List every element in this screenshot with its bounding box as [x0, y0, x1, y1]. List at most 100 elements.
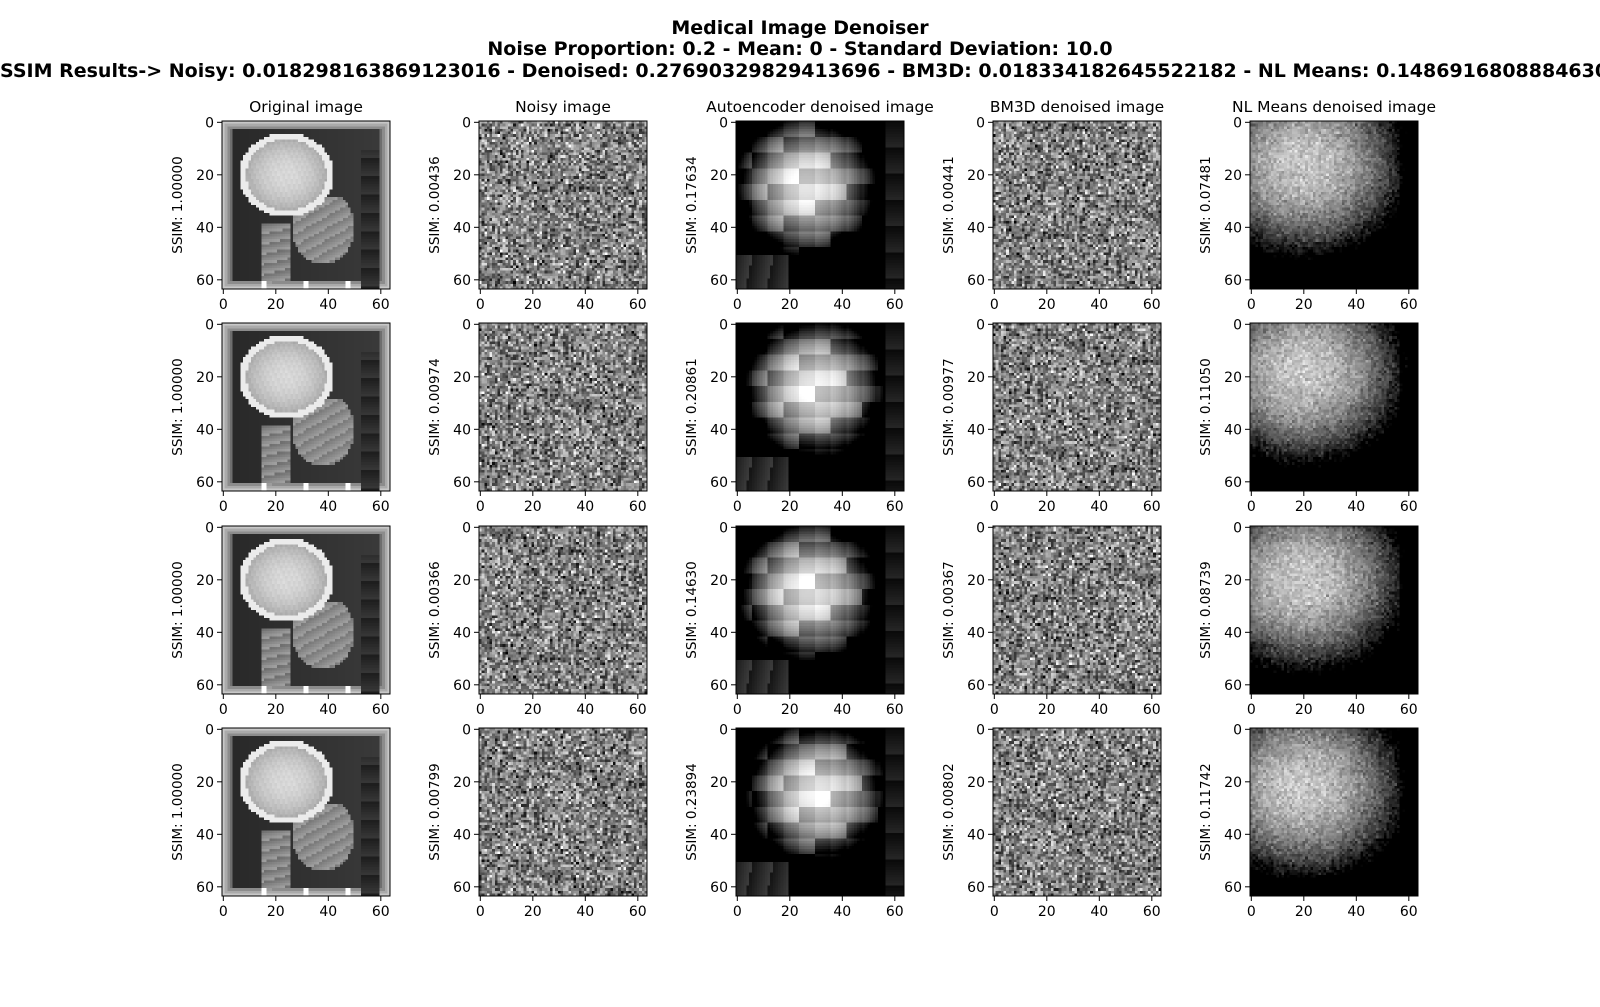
x-tick-label: 40 — [319, 904, 337, 920]
x-tick-label: 60 — [886, 702, 904, 718]
x-tick-label: 0 — [476, 904, 485, 920]
axes-frame — [1249, 727, 1419, 897]
column-title-bm3d: BM3D denoised image — [990, 98, 1164, 116]
y-tick-label: 0 — [462, 722, 471, 738]
y-tick-label: 20 — [196, 370, 214, 386]
y-tick-label: 40 — [196, 422, 214, 438]
y-tick-label: 0 — [719, 317, 728, 333]
image-nlmeans-row-1 — [1250, 121, 1418, 289]
image-bm3d-row-2 — [993, 323, 1161, 491]
image-original-row-1 — [222, 121, 390, 289]
axes-frame — [478, 525, 648, 695]
ssim-label-nlmeans-row-1: SSIM: 0.07481 — [1198, 156, 1214, 253]
ssim-label-original-row-2: SSIM: 1.00000 — [170, 358, 186, 455]
x-tick-label: 40 — [319, 702, 337, 718]
image-noisy-row-1 — [479, 121, 647, 289]
x-tick-label: 60 — [1143, 499, 1161, 515]
y-tick-label: 0 — [205, 115, 214, 131]
column-title-noisy: Noisy image — [515, 98, 611, 116]
x-tick-label: 20 — [1295, 297, 1313, 313]
y-tick-label: 40 — [1224, 827, 1242, 843]
y-tick-label: 40 — [710, 220, 728, 236]
image-nlmeans-row-4 — [1250, 728, 1418, 896]
y-tick-label: 40 — [710, 422, 728, 438]
x-tick-label: 60 — [886, 904, 904, 920]
x-tick-label: 40 — [576, 499, 594, 515]
x-tick-label: 0 — [733, 702, 742, 718]
x-tick-label: 40 — [319, 499, 337, 515]
y-tick-label: 40 — [196, 625, 214, 641]
axes-frame — [221, 120, 391, 290]
y-tick-label: 40 — [967, 625, 985, 641]
x-tick-label: 60 — [629, 904, 647, 920]
axes-frame — [992, 322, 1162, 492]
y-tick-label: 20 — [967, 168, 985, 184]
y-tick-label: 40 — [453, 220, 471, 236]
ssim-label-nlmeans-row-3: SSIM: 0.08739 — [1198, 561, 1214, 658]
x-tick-label: 60 — [629, 499, 647, 515]
x-tick-label: 60 — [629, 297, 647, 313]
x-tick-label: 40 — [833, 297, 851, 313]
y-tick-label: 0 — [462, 520, 471, 536]
axes-frame — [1249, 525, 1419, 695]
y-tick-label: 60 — [710, 678, 728, 694]
x-tick-label: 40 — [1090, 702, 1108, 718]
ssim-label-original-row-3: SSIM: 1.00000 — [170, 561, 186, 658]
image-nlmeans-row-3 — [1250, 526, 1418, 694]
x-tick-label: 0 — [990, 904, 999, 920]
figure-title: Medical Image Denoiser — [671, 17, 929, 39]
figure-subtitle-noise: Noise Proportion: 0.2 - Mean: 0 - Standa… — [487, 38, 1113, 60]
y-tick-label: 0 — [976, 317, 985, 333]
y-tick-label: 0 — [205, 722, 214, 738]
image-noisy-row-2 — [479, 323, 647, 491]
ssim-label-noisy-row-1: SSIM: 0.00436 — [427, 156, 443, 253]
y-tick-label: 0 — [976, 520, 985, 536]
y-tick-label: 0 — [976, 115, 985, 131]
axes-frame — [221, 525, 391, 695]
y-tick-label: 60 — [196, 273, 214, 289]
x-tick-label: 60 — [1400, 499, 1418, 515]
image-bm3d-row-3 — [993, 526, 1161, 694]
y-tick-label: 20 — [453, 775, 471, 791]
x-tick-label: 20 — [267, 702, 285, 718]
x-tick-label: 20 — [524, 499, 542, 515]
y-tick-label: 0 — [719, 520, 728, 536]
y-tick-label: 40 — [1224, 625, 1242, 641]
y-tick-label: 60 — [1224, 273, 1242, 289]
ssim-label-noisy-row-3: SSIM: 0.00366 — [427, 561, 443, 658]
ssim-label-noisy-row-4: SSIM: 0.00799 — [427, 763, 443, 860]
x-tick-label: 0 — [733, 499, 742, 515]
axes-frame — [1249, 322, 1419, 492]
y-tick-label: 0 — [1233, 722, 1242, 738]
y-tick-label: 60 — [453, 880, 471, 896]
x-tick-label: 40 — [833, 499, 851, 515]
figure-subtitle-ssim: SSIM Results-> Noisy: 0.0182981638691230… — [0, 60, 1600, 82]
y-tick-label: 60 — [967, 678, 985, 694]
x-tick-label: 20 — [524, 702, 542, 718]
y-tick-label: 60 — [196, 880, 214, 896]
axes-frame — [735, 727, 905, 897]
y-tick-label: 40 — [967, 422, 985, 438]
y-tick-label: 60 — [710, 273, 728, 289]
x-tick-label: 20 — [267, 499, 285, 515]
axes-frame — [478, 322, 648, 492]
x-tick-label: 40 — [1347, 499, 1365, 515]
y-tick-label: 40 — [1224, 422, 1242, 438]
x-tick-label: 40 — [576, 904, 594, 920]
ssim-label-bm3d-row-2: SSIM: 0.00977 — [941, 358, 957, 455]
y-tick-label: 20 — [710, 573, 728, 589]
y-tick-label: 0 — [1233, 520, 1242, 536]
x-tick-label: 40 — [319, 297, 337, 313]
x-tick-label: 20 — [781, 904, 799, 920]
x-tick-label: 20 — [1038, 499, 1056, 515]
x-tick-label: 40 — [1347, 297, 1365, 313]
x-tick-label: 20 — [524, 904, 542, 920]
x-tick-label: 60 — [1143, 702, 1161, 718]
y-tick-label: 60 — [196, 678, 214, 694]
image-original-row-3 — [222, 526, 390, 694]
y-tick-label: 20 — [453, 168, 471, 184]
y-tick-label: 40 — [196, 827, 214, 843]
axes-frame — [478, 727, 648, 897]
ssim-label-bm3d-row-3: SSIM: 0.00367 — [941, 561, 957, 658]
y-tick-label: 20 — [453, 573, 471, 589]
